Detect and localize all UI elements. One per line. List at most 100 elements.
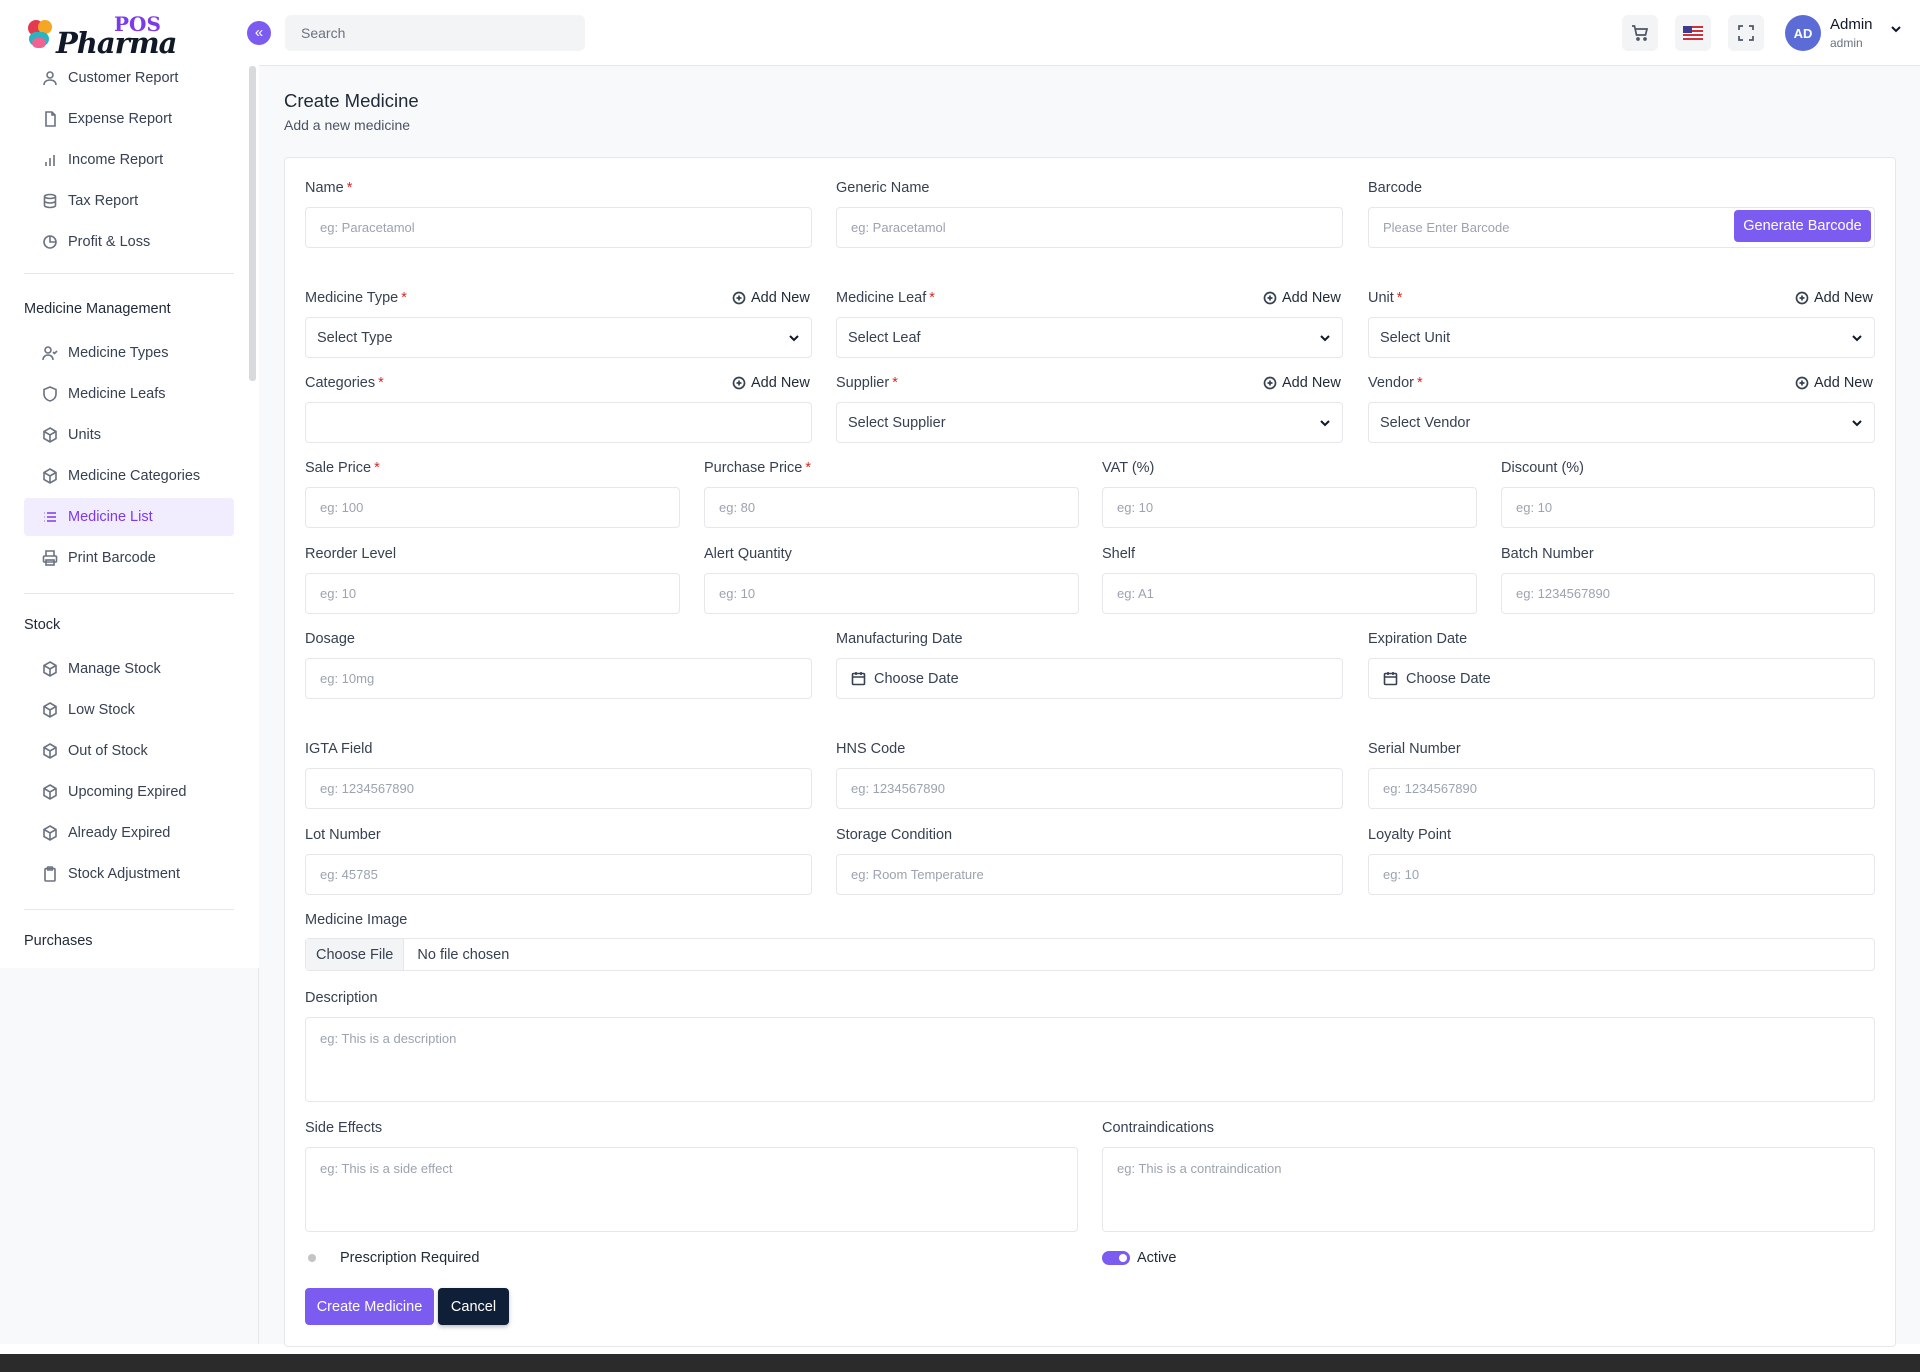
sidebar-item-out-of-stock[interactable]: Out of Stock: [24, 732, 234, 770]
name-input[interactable]: [305, 207, 812, 248]
categories-label: Categories *: [305, 375, 384, 391]
side-effects-textarea[interactable]: [305, 1147, 1078, 1232]
supplier-select[interactable]: Select Supplier: [836, 402, 1343, 443]
add-medicine-type-button[interactable]: Add New: [732, 290, 810, 306]
user-name[interactable]: Admin: [1830, 16, 1873, 33]
expiration-date-picker[interactable]: Choose Date: [1368, 658, 1875, 699]
sidebar-item-medicine-leafs[interactable]: Medicine Leafs: [24, 375, 234, 413]
loyalty-point-input[interactable]: [1368, 854, 1875, 895]
search-input[interactable]: [285, 15, 585, 51]
add-category-button[interactable]: Add New: [732, 375, 810, 391]
active-label: Active: [1137, 1250, 1177, 1266]
medicine-image-label: Medicine Image: [305, 912, 408, 928]
sidebar-item-label: Customer Report: [68, 70, 179, 86]
sidebar-item-manage-stock[interactable]: Manage Stock: [24, 650, 234, 688]
prescription-required-label: Prescription Required: [340, 1250, 480, 1266]
choose-file-button[interactable]: Choose File: [306, 939, 405, 970]
create-medicine-button[interactable]: Create Medicine: [305, 1288, 434, 1325]
plus-circle-icon: [1795, 291, 1809, 305]
shelf-input[interactable]: [1102, 573, 1477, 614]
box-icon: [43, 468, 57, 484]
discount-input[interactable]: [1501, 487, 1875, 528]
generate-barcode-button[interactable]: Generate Barcode: [1734, 210, 1871, 242]
sidebar-item-label: Low Stock: [68, 702, 135, 718]
lot-number-label: Lot Number: [305, 827, 381, 843]
sidebar-item-print-barcode[interactable]: Print Barcode: [24, 539, 234, 577]
serial-number-input[interactable]: [1368, 768, 1875, 809]
medicine-leaf-select[interactable]: Select Leaf: [836, 317, 1343, 358]
sidebar-item-medicine-list[interactable]: Medicine List: [24, 498, 234, 536]
chevron-down-icon[interactable]: [1889, 22, 1903, 36]
contraindications-textarea[interactable]: [1102, 1147, 1875, 1232]
logo[interactable]: POS Pharma: [24, 12, 177, 60]
batch-number-input[interactable]: [1501, 573, 1875, 614]
lot-number-input[interactable]: [305, 854, 812, 895]
fullscreen-icon: [1738, 25, 1754, 41]
sidebar-section-purchases: Purchases: [24, 933, 93, 949]
reorder-level-input[interactable]: [305, 573, 680, 614]
add-supplier-button[interactable]: Add New: [1263, 375, 1341, 391]
unit-label: Unit *: [1368, 290, 1403, 306]
sidebar-divider: [24, 909, 234, 910]
sidebar-item-already-expired[interactable]: Already Expired: [24, 814, 234, 852]
active-toggle[interactable]: [1102, 1251, 1130, 1265]
generic-name-input[interactable]: [836, 207, 1343, 248]
add-vendor-button[interactable]: Add New: [1795, 375, 1873, 391]
cancel-button[interactable]: Cancel: [438, 1288, 509, 1325]
vendor-select[interactable]: Select Vendor: [1368, 402, 1875, 443]
sidebar-item-label: Units: [68, 427, 102, 443]
hns-code-input[interactable]: [836, 768, 1343, 809]
sidebar-item-low-stock[interactable]: Low Stock: [24, 691, 234, 729]
vat-input[interactable]: [1102, 487, 1477, 528]
cart-button[interactable]: [1622, 15, 1658, 51]
collapse-sidebar-button[interactable]: «: [247, 21, 271, 45]
sidebar-item-income-report[interactable]: Income Report: [24, 141, 234, 179]
prescription-required-toggle[interactable]: [305, 1251, 333, 1265]
contraindications-label: Contraindications: [1102, 1120, 1215, 1136]
printer-icon: [42, 550, 58, 566]
sidebar-item-upcoming-expired[interactable]: Upcoming Expired: [24, 773, 234, 811]
alert-quantity-input[interactable]: [704, 573, 1079, 614]
add-unit-button[interactable]: Add New: [1795, 290, 1873, 306]
sidebar-item-tax-report[interactable]: Tax Report: [24, 182, 234, 220]
sidebar-item-label: Medicine Types: [68, 345, 169, 361]
top-header: AD Admin admin: [259, 0, 1920, 66]
sidebar-item-stock-adjustment[interactable]: Stock Adjustment: [24, 855, 234, 893]
avatar[interactable]: AD: [1785, 15, 1821, 51]
storage-condition-input[interactable]: [836, 854, 1343, 895]
fullscreen-button[interactable]: [1728, 15, 1764, 51]
sidebar-item-label: Medicine Categories: [68, 468, 201, 484]
sidebar-item-units[interactable]: Units: [24, 416, 234, 454]
sidebar-item-customer-report[interactable]: Customer Report: [24, 59, 234, 97]
box-icon: [43, 427, 57, 443]
sidebar-item-medicine-categories[interactable]: Medicine Categories: [24, 457, 234, 495]
shield-icon: [43, 386, 57, 402]
description-label: Description: [305, 990, 378, 1006]
box-icon: [43, 784, 57, 800]
page-title: Create Medicine: [284, 90, 419, 111]
plus-circle-icon: [732, 376, 746, 390]
sidebar-item-profit-loss[interactable]: Profit & Loss: [24, 223, 234, 261]
manufacturing-date-picker[interactable]: Choose Date: [836, 658, 1343, 699]
sidebar-scrollbar[interactable]: [249, 66, 256, 381]
medicine-type-select[interactable]: Select Type: [305, 317, 812, 358]
categories-multiselect[interactable]: [305, 402, 812, 443]
igta-input[interactable]: [305, 768, 812, 809]
sale-price-input[interactable]: [305, 487, 680, 528]
purchase-price-input[interactable]: [704, 487, 1079, 528]
sidebar-item-label: Income Report: [68, 152, 164, 168]
sidebar-item-label: Print Barcode: [68, 550, 156, 566]
cart-icon: [1632, 25, 1649, 41]
loyalty-point-label: Loyalty Point: [1368, 827, 1452, 843]
add-medicine-leaf-button[interactable]: Add New: [1263, 290, 1341, 306]
chevron-down-icon: [1852, 420, 1862, 427]
sidebar-item-expense-report[interactable]: Expense Report: [24, 100, 234, 138]
sidebar-item-medicine-types[interactable]: Medicine Types: [24, 334, 234, 372]
us-flag-icon: [1683, 26, 1703, 40]
medicine-image-file-input[interactable]: Choose File No file chosen: [305, 938, 1875, 971]
plus-circle-icon: [1263, 376, 1277, 390]
description-textarea[interactable]: [305, 1017, 1875, 1102]
unit-select[interactable]: Select Unit: [1368, 317, 1875, 358]
dosage-input[interactable]: [305, 658, 812, 699]
language-button[interactable]: [1675, 15, 1711, 51]
